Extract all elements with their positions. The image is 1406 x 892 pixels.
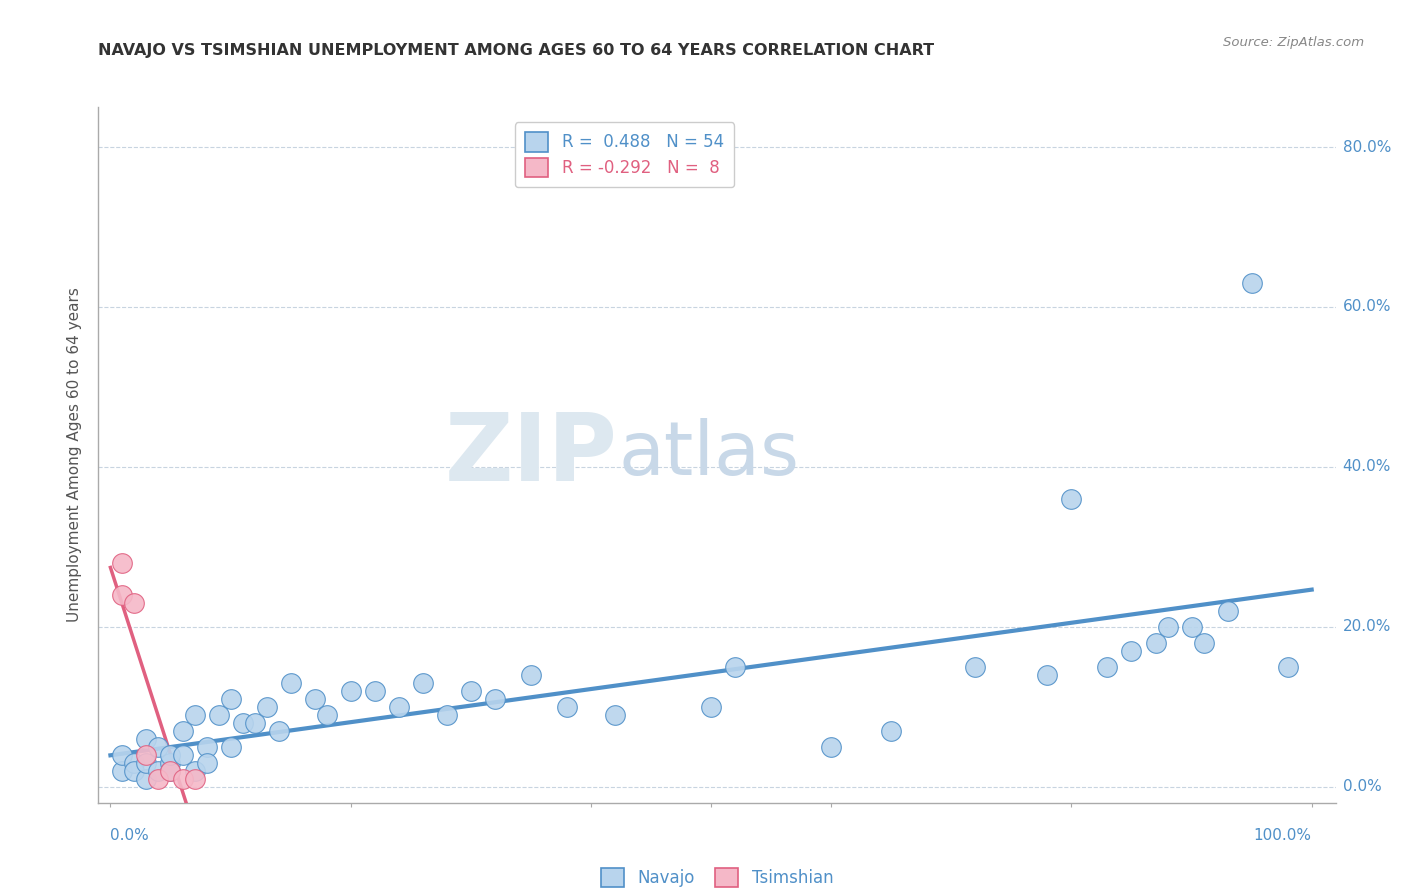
Point [1240,276,1263,290]
Legend: Navajo, Tsimshian: Navajo, Tsimshian [592,860,842,892]
Point [183,707,205,722]
Point [219,691,242,706]
Y-axis label: Unemployment Among Ages 60 to 64 years: Unemployment Among Ages 60 to 64 years [67,287,83,623]
Point [364,683,387,698]
Text: 0.0%: 0.0% [1343,780,1381,794]
Point [520,668,543,682]
Point [1277,660,1299,674]
Point [555,699,578,714]
Point [135,747,157,762]
Point [315,707,337,722]
Point [124,596,146,610]
Text: 0.0%: 0.0% [111,828,149,843]
Point [159,747,181,762]
Point [172,772,194,786]
Point [1216,604,1239,618]
Point [1156,620,1178,634]
Text: ZIP: ZIP [446,409,619,501]
Point [1192,636,1215,650]
Text: 80.0%: 80.0% [1343,139,1391,154]
Point [148,764,170,778]
Point [388,699,411,714]
Point [1121,644,1143,658]
Point [195,739,218,754]
Point [280,676,302,690]
Point [304,691,326,706]
Point [460,683,482,698]
Point [1144,636,1167,650]
Point [820,739,842,754]
Point [124,756,146,770]
Point [603,707,626,722]
Point [965,660,987,674]
Point [412,676,434,690]
Point [436,707,458,722]
Point [183,764,205,778]
Point [183,772,205,786]
Point [1036,668,1059,682]
Point [339,683,361,698]
Point [267,723,290,738]
Point [172,747,194,762]
Point [148,772,170,786]
Text: NAVAJO VS TSIMSHIAN UNEMPLOYMENT AMONG AGES 60 TO 64 YEARS CORRELATION CHART: NAVAJO VS TSIMSHIAN UNEMPLOYMENT AMONG A… [98,43,935,58]
Text: Source: ZipAtlas.com: Source: ZipAtlas.com [1223,36,1364,49]
Point [148,739,170,754]
Point [1097,660,1119,674]
Text: 40.0%: 40.0% [1343,459,1391,475]
Point [135,756,157,770]
Point [159,764,181,778]
Text: 100.0%: 100.0% [1254,828,1312,843]
Point [207,707,229,722]
Point [124,764,146,778]
Point [880,723,903,738]
Point [195,756,218,770]
Point [159,764,181,778]
Text: 60.0%: 60.0% [1343,300,1391,315]
Point [159,756,181,770]
Point [256,699,278,714]
Point [135,772,157,786]
Text: 20.0%: 20.0% [1343,619,1391,634]
Point [724,660,747,674]
Point [219,739,242,754]
Point [1180,620,1202,634]
Point [1060,491,1083,506]
Point [484,691,506,706]
Point [111,764,134,778]
Text: atlas: atlas [619,418,799,491]
Point [111,747,134,762]
Point [172,723,194,738]
Point [111,556,134,570]
Point [135,731,157,746]
Point [700,699,723,714]
Point [232,715,254,730]
Point [111,588,134,602]
Point [243,715,266,730]
